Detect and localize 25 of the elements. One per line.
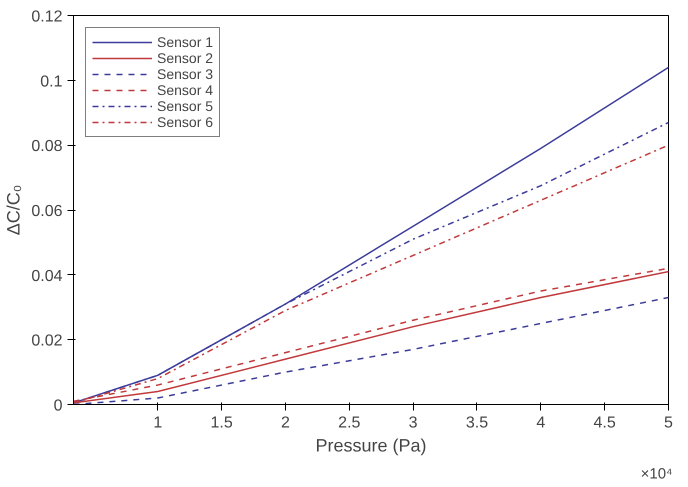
x-tick-label: 3 [408, 414, 418, 432]
y-axis-title: ΔC/C₀ [3, 184, 24, 236]
x-tick-label: 2 [281, 414, 290, 432]
x-tick-label: 4.5 [594, 414, 616, 432]
x-tick-label: 1 [153, 414, 162, 432]
x-axis-title: Pressure (Pa) [315, 436, 427, 456]
legend-label: Sensor 3 [157, 66, 214, 82]
legend-label: Sensor 2 [157, 50, 214, 66]
text: ×10⁴ [640, 466, 672, 482]
legend-label: Sensor 5 [157, 98, 214, 114]
x-tick-label: 2.5 [338, 414, 361, 432]
y-tick-label: 0 [54, 398, 63, 414]
x-tick-label: 5 [664, 414, 674, 432]
legend-label: Sensor 1 [157, 34, 214, 50]
legend-label: Sensor 4 [157, 82, 214, 98]
y-tick-label: 0.08 [31, 138, 63, 156]
y-tick-label: 0.12 [31, 8, 63, 26]
y-tick-label: 0.06 [31, 203, 63, 220]
y-tick-label: 0.1 [40, 73, 63, 90]
x-tick-label: 4 [536, 414, 546, 432]
y-tick-label: 0.02 [31, 332, 63, 350]
x-tick-label: 3.5 [466, 414, 488, 432]
legend-label: Sensor 6 [157, 114, 214, 130]
x-tick-label: 1.5 [210, 414, 233, 432]
y-tick-label: 0.04 [31, 268, 63, 285]
